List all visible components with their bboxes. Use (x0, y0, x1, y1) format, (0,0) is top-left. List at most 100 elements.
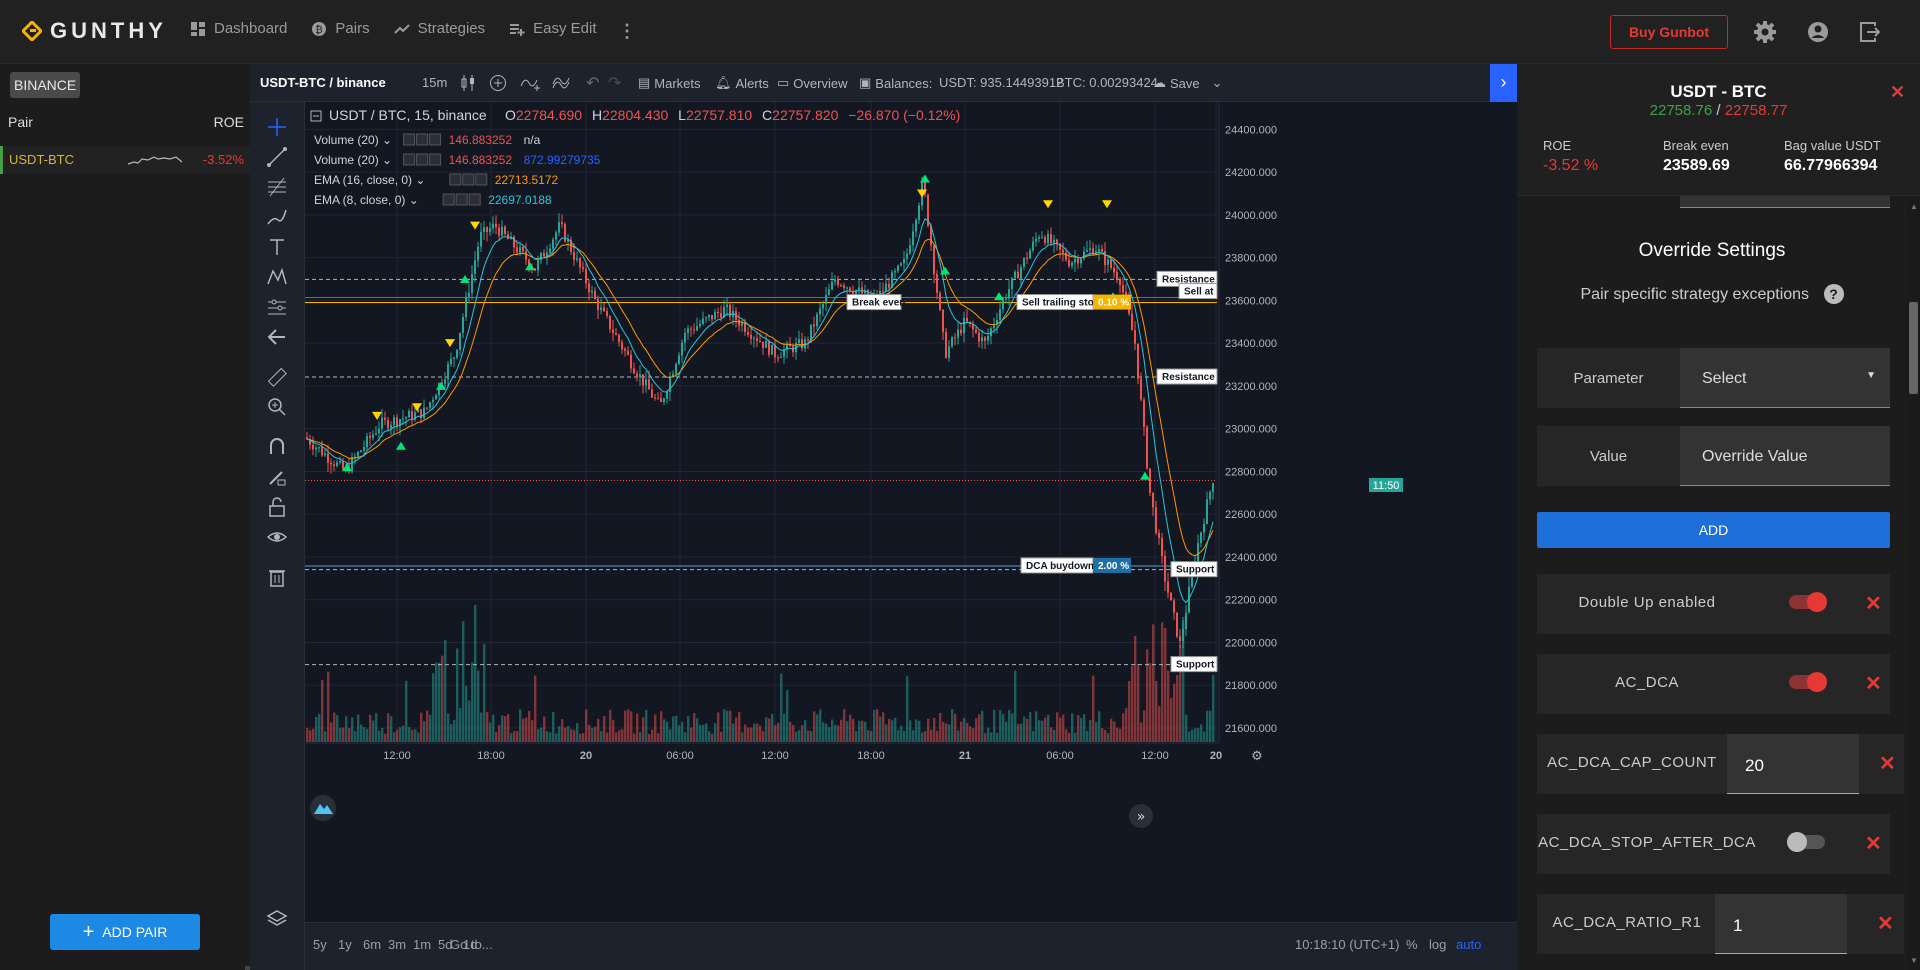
add-pair-button[interactable]: + ADD PAIR (50, 914, 200, 950)
ac-dca-cap-count-input[interactable]: 20 (1727, 734, 1859, 794)
scroll-to-realtime-button[interactable]: » (1129, 804, 1153, 828)
text-tool-icon[interactable] (266, 236, 288, 258)
candle (369, 431, 371, 446)
ac-dca-ratio-r1-input[interactable]: 1 (1715, 894, 1847, 954)
save-button[interactable]: ☁ Save ⌄ (1153, 75, 1223, 91)
indicators-icon[interactable] (520, 74, 542, 92)
remove-option-icon[interactable]: ✕ (1865, 673, 1882, 695)
timeframe-1m[interactable]: 1m (413, 937, 432, 952)
volume-bar (807, 730, 810, 742)
redo-icon[interactable]: ↷ (608, 75, 622, 92)
alerts-button[interactable]: 🔔︎ Alerts (715, 75, 769, 91)
y-tick-label: 23400.000 (1225, 338, 1277, 350)
timeframe-1y[interactable]: 1y (338, 937, 352, 952)
ac-dca-stop-toggle[interactable] (1787, 832, 1825, 852)
add-override-button[interactable]: ADD (1537, 512, 1890, 548)
candle (306, 431, 308, 441)
fib-tool-icon[interactable] (266, 176, 288, 198)
log-toggle[interactable]: log (1429, 937, 1447, 952)
scroll-down-icon[interactable]: ▼ (1910, 956, 1918, 965)
legend-collapse-icon[interactable] (310, 110, 322, 122)
undo-icon[interactable]: ↶ (586, 75, 600, 92)
remove-option-icon[interactable]: ✕ (1865, 833, 1882, 855)
override-value-input[interactable]: Override Value (1680, 426, 1890, 486)
percent-toggle[interactable]: % (1406, 937, 1418, 952)
crosshair-icon[interactable] (266, 116, 288, 138)
volume-bar (1194, 728, 1197, 742)
draw-mode-icon[interactable] (266, 466, 288, 488)
timeframe-1d[interactable]: 1d (463, 937, 478, 952)
candle (1119, 277, 1121, 294)
settings-gear-icon[interactable] (1753, 20, 1777, 44)
gunthy-logo[interactable]: GUNTHY (22, 18, 167, 44)
chart-logo-button[interactable] (310, 795, 336, 821)
volume-bar (804, 720, 807, 742)
magnet-icon[interactable] (266, 436, 288, 458)
remove-option-icon[interactable]: ✕ (1879, 753, 1896, 775)
overview-button[interactable]: ▭ Overview (777, 75, 847, 91)
candle (1203, 518, 1205, 541)
timeframe-5d[interactable]: 5d (438, 937, 453, 952)
panel-scrollbar[interactable]: ▲ ▼ (1907, 196, 1920, 970)
nav-strategies[interactable]: Strategies (393, 20, 485, 37)
collapse-panel-button[interactable]: › (1490, 64, 1517, 102)
lock-icon[interactable] (266, 496, 288, 518)
price-chart[interactable]: Resistance 2 Resistance 1 Support 1 Support… (305, 102, 1467, 904)
remove-option-icon[interactable]: ✕ (1877, 913, 1894, 935)
more-menu-icon[interactable]: ⋮ (618, 21, 636, 41)
double-up-toggle[interactable] (1789, 592, 1827, 612)
trash-icon[interactable] (266, 566, 288, 588)
interval-selector[interactable]: 15m (422, 75, 448, 90)
candle (1005, 293, 1007, 304)
nav-dashboard[interactable]: Dashboard (190, 20, 287, 37)
goto-button[interactable]: Go to... (450, 937, 493, 952)
svg-text:Support 2: Support 2 (1176, 660, 1223, 671)
volume-bar (1146, 649, 1149, 742)
timeframe-5y[interactable]: 5y (313, 937, 327, 952)
help-icon[interactable]: ? (1823, 284, 1844, 304)
zoom-in-icon[interactable] (266, 396, 288, 418)
candle (771, 344, 773, 355)
pattern-tool-icon[interactable] (266, 266, 288, 288)
volume-bar (1041, 720, 1044, 742)
volume-bar (1011, 713, 1014, 742)
candle (693, 323, 695, 335)
compare-add-icon[interactable] (489, 74, 507, 92)
logout-icon[interactable] (1858, 20, 1882, 44)
nav-easy-edit[interactable]: Easy Edit (509, 20, 597, 37)
pair-row[interactable]: USDT-BTC -3.52% (0, 146, 250, 174)
legend-title[interactable]: USDT / BTC, 15, binance (329, 107, 487, 123)
eye-icon[interactable] (266, 526, 288, 548)
candle (1173, 597, 1175, 620)
markets-button[interactable]: ▤ Markets (638, 75, 701, 91)
nav-pairs[interactable]: ₿ Pairs (311, 20, 370, 37)
trend-line-icon[interactable] (266, 146, 288, 168)
layers-icon[interactable] (266, 908, 288, 930)
scroll-up-icon[interactable]: ▲ (1910, 202, 1918, 211)
arrow-left-icon[interactable] (266, 326, 288, 348)
candle (624, 346, 626, 357)
close-icon[interactable]: ✕ (1890, 82, 1906, 102)
ruler-icon[interactable] (266, 366, 288, 388)
ac-dca-toggle[interactable] (1789, 672, 1827, 692)
volume-bar (693, 713, 696, 742)
volume-bar (687, 716, 690, 742)
prediction-tool-icon[interactable] (266, 296, 288, 318)
candle (942, 309, 944, 341)
volume-bar (1191, 729, 1194, 742)
buy-gunbot-button[interactable]: Buy Gunbot (1610, 15, 1728, 49)
templates-icon[interactable] (552, 74, 574, 92)
parameter-select[interactable]: Select ▼ (1680, 348, 1890, 408)
price-bid: 22758.76 (1649, 102, 1713, 119)
scroll-thumb[interactable] (1909, 302, 1918, 394)
remove-option-icon[interactable]: ✕ (1865, 593, 1882, 615)
timeframe-3m[interactable]: 3m (388, 937, 407, 952)
timeframe-6m[interactable]: 6m (363, 937, 382, 952)
brush-icon[interactable] (266, 206, 288, 228)
account-circle-icon[interactable] (1806, 20, 1830, 44)
auto-toggle[interactable]: auto (1456, 937, 1482, 952)
exchange-tab-binance[interactable]: BINANCE (10, 72, 81, 98)
candles-style-icon[interactable] (460, 74, 476, 92)
roe-value: -3.52 % (1543, 157, 1599, 174)
symbol-label[interactable]: USDT-BTC / binance (260, 75, 386, 90)
